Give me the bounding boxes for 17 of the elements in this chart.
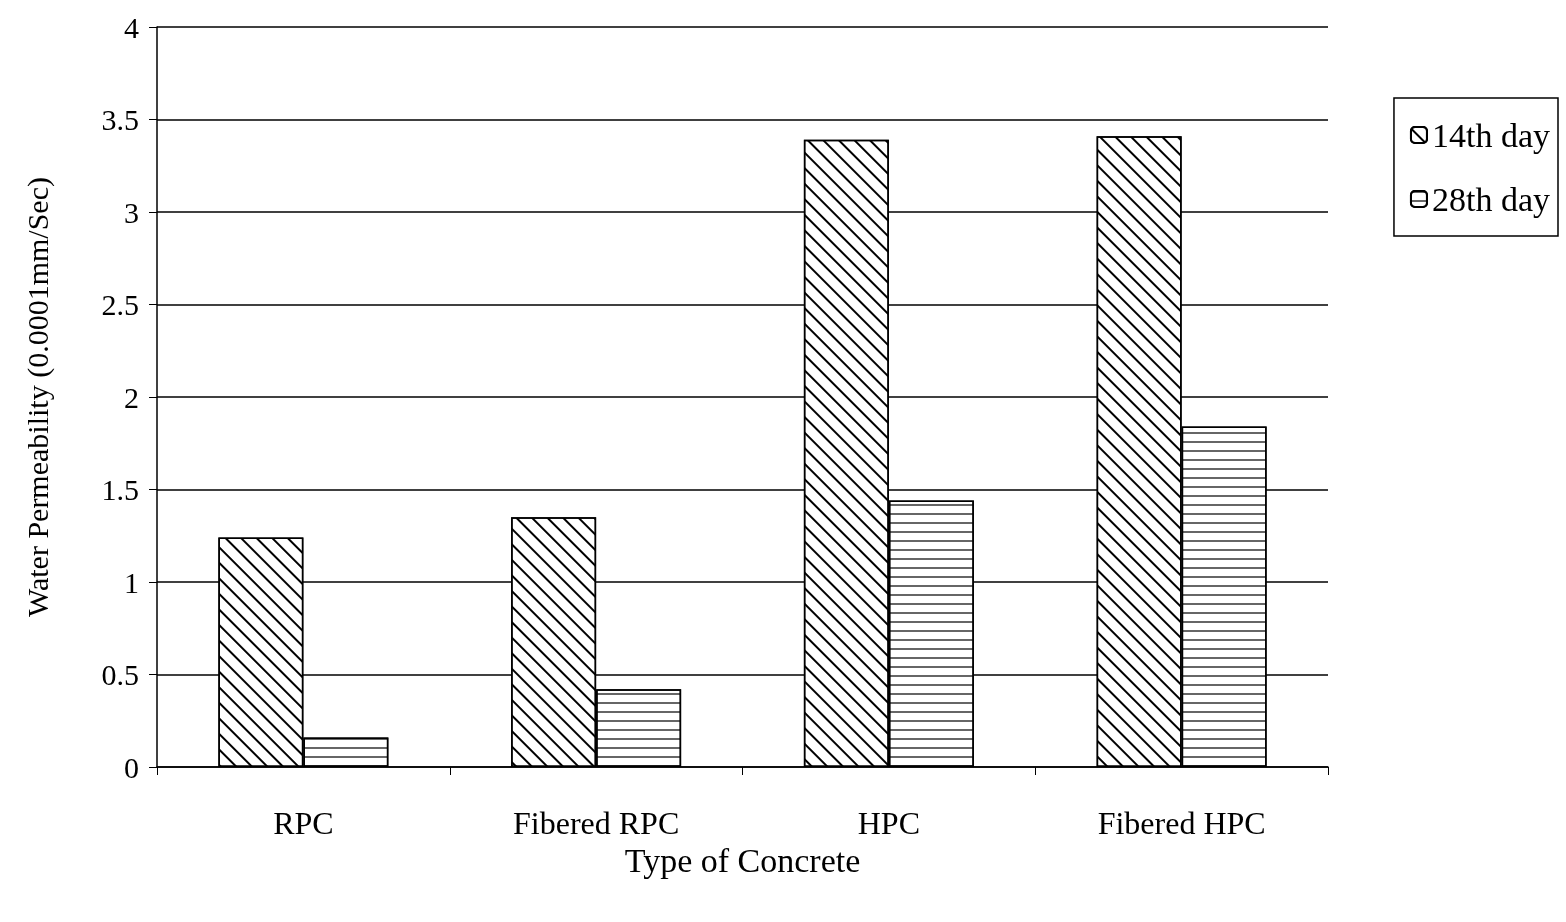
- y-tick-label: 0.5: [101, 658, 139, 691]
- y-tick-label: 4: [124, 10, 139, 44]
- y-tick-label: 0: [124, 750, 139, 784]
- y-tick-label: 1: [124, 565, 139, 599]
- y-axis-title: Water Permeability (0.0001mm/Sec): [20, 177, 55, 617]
- x-tick-label: Fibered HPC: [1097, 805, 1266, 841]
- legend-label: 28th day: [1431, 180, 1551, 218]
- x-tick-label: Fibered RPC: [513, 805, 680, 841]
- y-tick-label: 1.5: [101, 473, 139, 506]
- y-tick-label: 2: [124, 380, 139, 414]
- x-tick-label: RPC: [273, 805, 334, 841]
- y-tick-label: 2.5: [101, 288, 139, 321]
- x-tick-label: HPC: [857, 805, 920, 841]
- y-tick-label: 3: [124, 195, 139, 229]
- y-tick-label: 3.5: [101, 103, 139, 136]
- legend-label: 14th day: [1431, 116, 1551, 154]
- x-axis-title: Type of Concrete: [624, 842, 861, 880]
